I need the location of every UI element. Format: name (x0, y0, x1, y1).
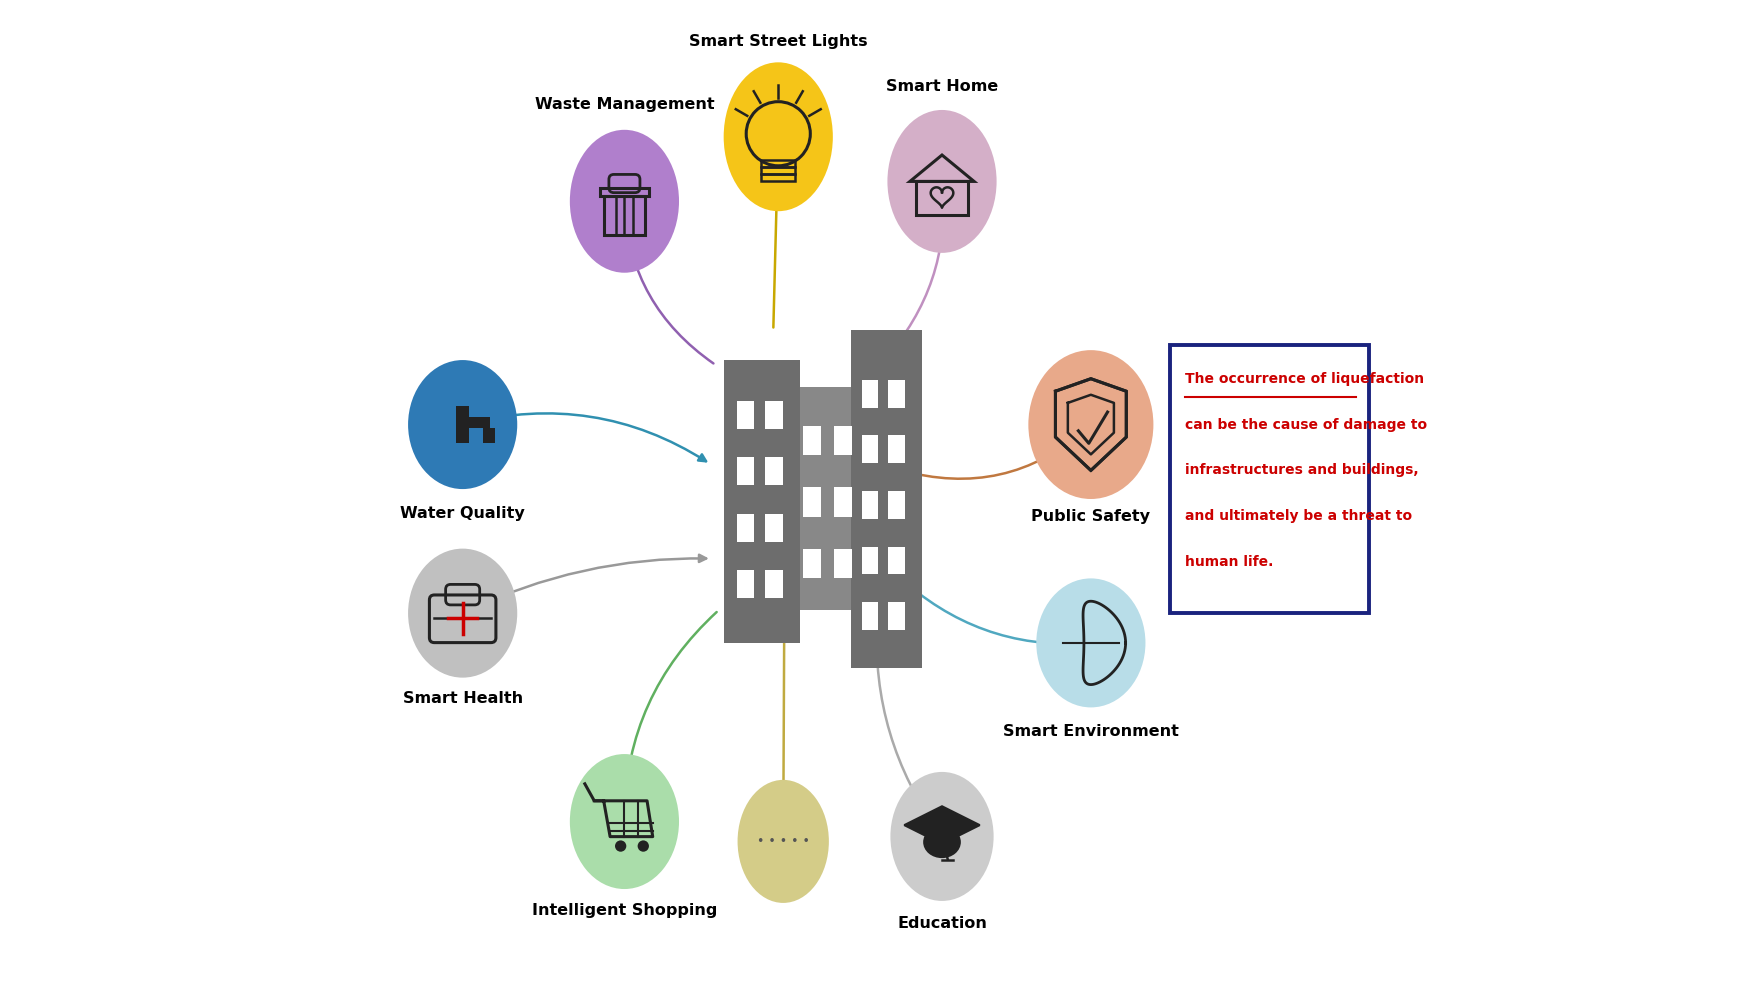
Bar (765, 514, 783, 542)
Ellipse shape (923, 826, 962, 858)
Bar (762, 167, 795, 174)
Bar (723, 360, 800, 643)
Bar (483, 427, 495, 443)
Bar (765, 571, 783, 598)
Text: Waste Management: Waste Management (535, 97, 714, 112)
Bar (888, 491, 906, 519)
Ellipse shape (1028, 350, 1153, 499)
Text: can be the cause of damage to: can be the cause of damage to (1185, 417, 1427, 431)
Bar (804, 549, 821, 579)
Bar (456, 417, 490, 428)
Bar (804, 487, 821, 517)
Ellipse shape (570, 130, 679, 272)
Ellipse shape (1035, 579, 1146, 708)
Circle shape (637, 840, 649, 851)
Bar (888, 435, 906, 463)
Text: Public Safety: Public Safety (1032, 509, 1150, 524)
Bar (737, 401, 755, 428)
Bar (737, 571, 755, 598)
Ellipse shape (723, 62, 834, 212)
Bar (834, 425, 851, 455)
Text: Education: Education (897, 916, 986, 931)
Ellipse shape (570, 754, 679, 889)
Polygon shape (904, 806, 979, 844)
Ellipse shape (888, 110, 997, 252)
Ellipse shape (890, 771, 993, 901)
Bar (804, 425, 821, 455)
Bar (790, 387, 876, 610)
Text: • • • • •: • • • • • (756, 835, 809, 848)
Text: Smart Street Lights: Smart Street Lights (690, 34, 867, 50)
Polygon shape (483, 448, 493, 460)
Bar (834, 549, 851, 579)
Bar (762, 174, 795, 181)
Text: and ultimately be a threat to: and ultimately be a threat to (1185, 509, 1413, 523)
Bar (862, 380, 879, 408)
Text: human life.: human life. (1185, 555, 1274, 569)
Text: Intelligent Shopping: Intelligent Shopping (532, 903, 718, 918)
Bar (888, 602, 906, 630)
Bar (888, 380, 906, 408)
Text: Smart Health: Smart Health (402, 691, 523, 706)
Ellipse shape (737, 779, 828, 903)
Bar (765, 457, 783, 485)
Bar (916, 182, 969, 216)
FancyBboxPatch shape (1171, 345, 1369, 613)
Bar (737, 457, 755, 485)
Bar (862, 602, 879, 630)
Text: Water Quality: Water Quality (400, 506, 525, 521)
Bar (851, 330, 921, 668)
Bar (862, 547, 879, 575)
Text: Smart Environment: Smart Environment (1002, 725, 1179, 740)
Bar (600, 188, 649, 196)
Text: infrastructures and buildings,: infrastructures and buildings, (1185, 463, 1418, 477)
Ellipse shape (409, 360, 518, 489)
Text: The occurrence of liquefaction: The occurrence of liquefaction (1185, 372, 1425, 386)
Bar (888, 547, 906, 575)
Text: Smart Home: Smart Home (886, 79, 999, 94)
Bar (762, 160, 795, 167)
Bar (765, 401, 783, 428)
Bar (862, 435, 879, 463)
Ellipse shape (409, 549, 518, 678)
Bar (862, 491, 879, 519)
Bar (834, 487, 851, 517)
Bar (456, 406, 469, 443)
Bar (737, 514, 755, 542)
Circle shape (614, 840, 627, 851)
